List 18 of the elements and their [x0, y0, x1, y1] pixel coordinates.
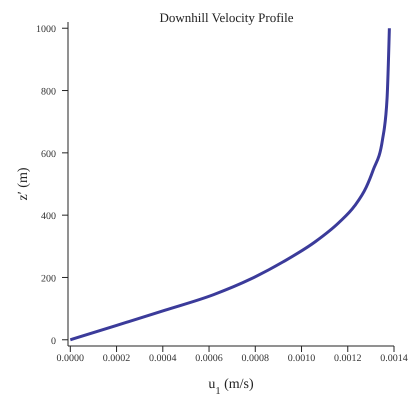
- x-tick-label: 0.0002: [102, 353, 130, 364]
- y-tick-label: 0: [51, 336, 56, 347]
- y-tick-label: 800: [41, 86, 56, 98]
- x-tick-label: 0.0000: [56, 353, 84, 364]
- x-axis-title: u$_{1}$ (m/s): [208, 377, 254, 396]
- y-tick-label: 200: [41, 273, 56, 284]
- y-axis-title: z′ (m): [16, 167, 31, 200]
- y-tick-label: 600: [41, 148, 56, 160]
- line-series: [68, 26, 391, 342]
- y-tick-label: 400: [41, 211, 56, 222]
- x-tick-label: 0.0008: [242, 353, 270, 364]
- y-tick-label: 1000: [36, 24, 56, 36]
- chart-title: Downhill Velocity Profile: [159, 10, 294, 25]
- x-tick-label: 0.0014: [380, 353, 408, 364]
- x-tick-label: 0.0004: [149, 353, 177, 364]
- x-tick-label: 0.0010: [288, 353, 316, 364]
- x-tick-label: 0.0012: [334, 353, 362, 364]
- x-tick-label: 0.0006: [195, 353, 223, 364]
